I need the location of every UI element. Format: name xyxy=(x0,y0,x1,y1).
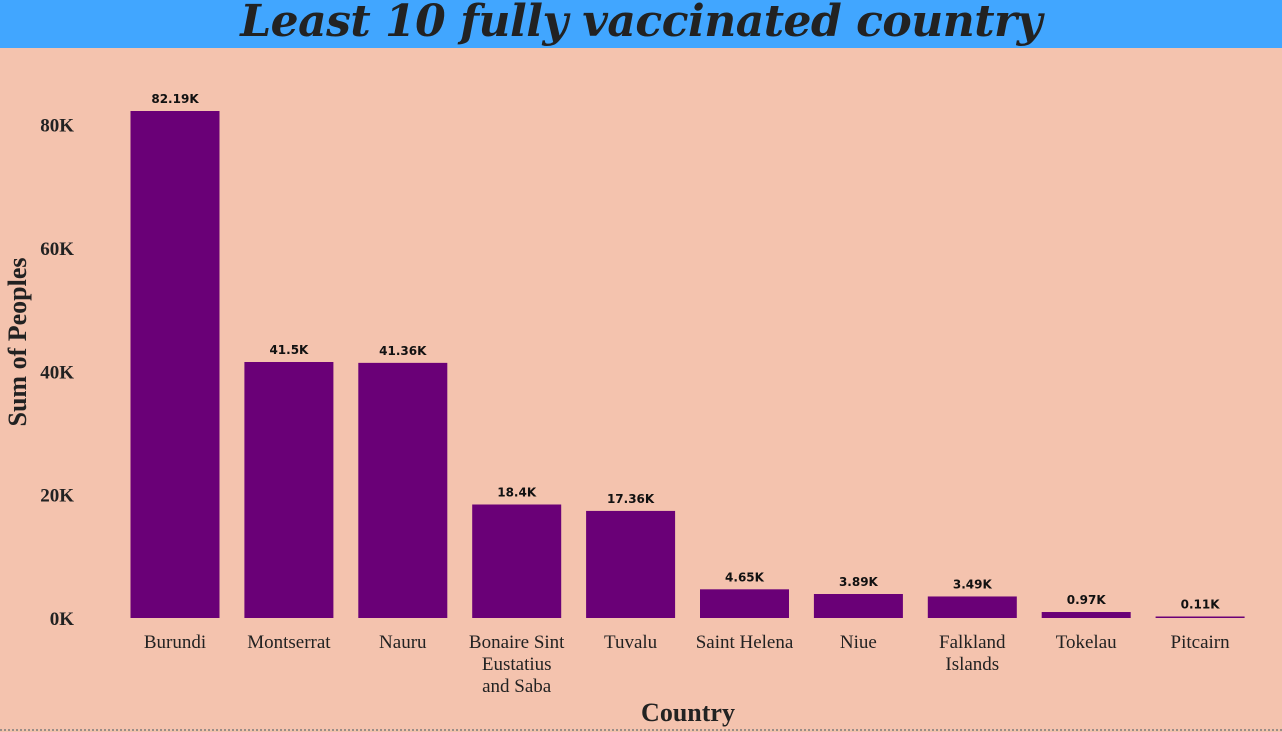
bar xyxy=(244,362,334,618)
bar xyxy=(130,111,220,618)
data-label: 82.19K xyxy=(151,92,199,106)
bar xyxy=(700,589,789,618)
bar xyxy=(1155,616,1245,618)
y-tick-label: 80K xyxy=(40,116,74,137)
data-label: 0.97K xyxy=(1067,593,1107,607)
y-tick-label: 0K xyxy=(50,609,75,630)
x-tick-label: Bonaire Sint Eustatius and Saba xyxy=(469,632,565,697)
x-axis-title: Country xyxy=(641,698,735,727)
y-axis-title: Sum of Peoples xyxy=(3,258,32,427)
data-label: 0.11K xyxy=(1181,598,1221,612)
x-tick-label: Falkland Islands xyxy=(939,632,1006,675)
x-axis-ticks: Burundi Montserrat Nauru Bonaire Sint Eustat… xyxy=(144,632,1230,697)
bar xyxy=(1041,612,1131,618)
x-tick-label: Pitcairn xyxy=(1171,632,1231,653)
y-tick-label: 40K xyxy=(40,362,74,383)
data-label: 17.36K xyxy=(607,492,655,506)
bottom-border xyxy=(0,729,1282,731)
x-tick-label: Saint Helena xyxy=(696,632,794,653)
x-tick-label: Burundi xyxy=(144,632,206,653)
data-label: 3.89K xyxy=(839,575,879,589)
y-axis-ticks: 0K 20K 40K 60K 80K xyxy=(40,116,74,630)
x-tick-label: Niue xyxy=(840,632,877,653)
bar xyxy=(358,362,448,618)
chart-title: Least 10 fully vaccinated country xyxy=(240,0,1042,47)
data-label: 4.65K xyxy=(725,570,765,584)
x-tick-label: Nauru xyxy=(379,632,427,653)
data-label: 41.5K xyxy=(269,343,309,357)
bars xyxy=(130,111,1245,618)
x-tick-label: Tokelau xyxy=(1056,632,1117,653)
bar xyxy=(927,596,1017,618)
y-tick-label: 60K xyxy=(40,239,74,260)
data-label: 18.4K xyxy=(497,485,537,499)
x-tick-label: Montserrat xyxy=(247,632,331,653)
bar xyxy=(472,504,562,618)
bar xyxy=(813,594,903,618)
x-tick-label: Tuvalu xyxy=(604,632,658,653)
bar xyxy=(586,510,676,618)
data-label: 41.36K xyxy=(379,344,427,358)
data-label: 3.49K xyxy=(953,577,993,591)
data-labels: 82.19K 41.5K 41.36K 18.4K 17.36K 4.65K 3.89K 3.… xyxy=(151,92,1220,612)
y-tick-label: 20K xyxy=(40,486,74,507)
title-bar: Least 10 fully vaccinated country xyxy=(0,0,1282,48)
